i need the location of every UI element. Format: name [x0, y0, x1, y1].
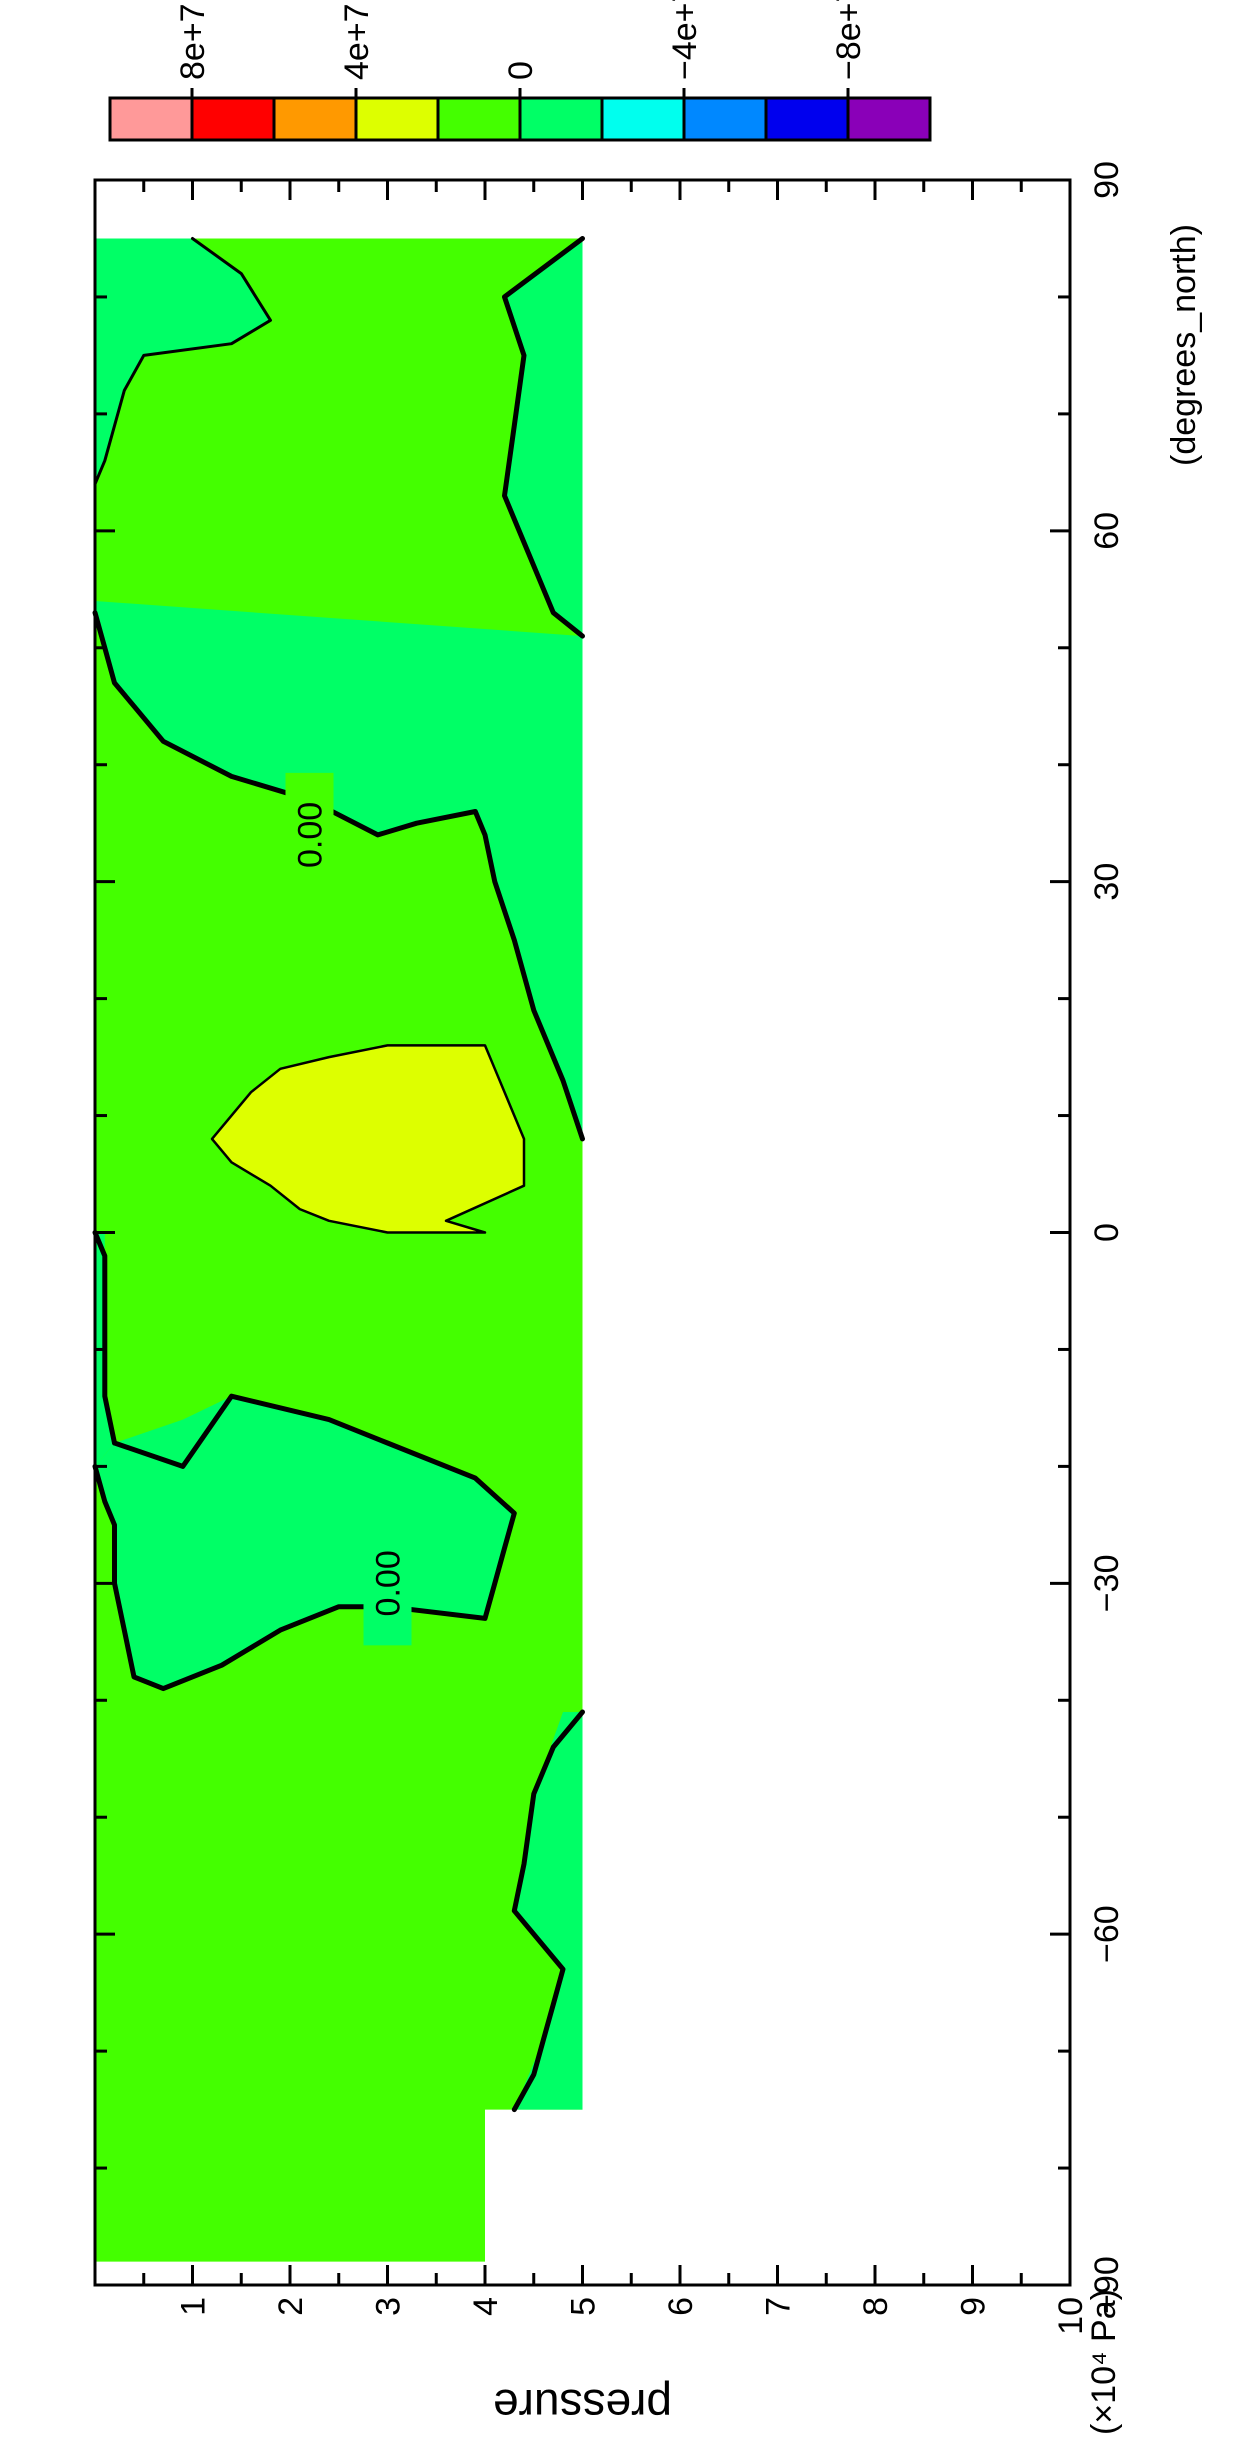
contour-label-bg-1 — [363, 1521, 412, 1646]
x-tick-label: −90 — [1088, 2256, 1126, 2314]
contour-line-0 — [511, 1709, 585, 2113]
contour-line-5 — [502, 236, 585, 639]
contour-label-3: 0.00 — [292, 802, 330, 868]
positive-region-outline — [210, 1044, 526, 1234]
colorbar-tick-label: −4e+7 — [666, 0, 704, 80]
colorbar-swatch-8 — [190, 96, 276, 142]
colorbar-tick-label: −8e+7 — [830, 0, 868, 80]
x-tick-label: −30 — [1088, 1554, 1126, 1612]
colorbar-swatch-4 — [518, 96, 604, 142]
filled-region-1 — [95, 1396, 515, 1689]
colorbar-swatch-6 — [354, 96, 440, 142]
contour-label-1: 0.00 — [370, 1550, 408, 1616]
y-axis-title: pressure — [493, 2380, 672, 2432]
data-region-fill — [95, 238, 583, 2262]
y-tick-label: 10 — [1052, 2297, 1090, 2335]
contour-line-2 — [92, 1230, 117, 1446]
x-tick-label: 90 — [1088, 161, 1126, 199]
x-tick-label: −60 — [1088, 1905, 1126, 1963]
contour-label-bg-3 — [285, 772, 334, 897]
contour-line-3 — [92, 610, 585, 1142]
x-tick-label: 0 — [1088, 1223, 1126, 1242]
contour-line-4 — [93, 237, 272, 486]
y-tick-label: 2 — [272, 2297, 310, 2316]
colorbar-tick-label: 4e+7 — [338, 3, 376, 80]
y-tick-label: 5 — [565, 2297, 603, 2316]
colorbar-swatch-7 — [272, 96, 358, 142]
colorbar-tick-label: 8e+7 — [174, 3, 212, 80]
y-tick-label: 4 — [467, 2297, 505, 2316]
colorbar-swatch-9 — [108, 96, 194, 142]
colorbar-tick-label: 0 — [502, 61, 540, 80]
colorbar-swatch-1 — [764, 96, 850, 142]
y-tick-label: 7 — [760, 2297, 798, 2316]
filled-region-3 — [95, 238, 583, 1139]
y-tick-label: 8 — [857, 2297, 895, 2316]
x-tick-label: 30 — [1088, 863, 1126, 901]
x-tick-label: 60 — [1088, 512, 1126, 550]
colorbar-swatch-5 — [436, 96, 522, 142]
colorbar-swatch-2 — [682, 96, 768, 142]
y-tick-label: 3 — [370, 2297, 408, 2316]
contour-line-1 — [92, 1393, 517, 1692]
colorbar-swatch-3 — [600, 96, 686, 142]
y-tick-label: 9 — [955, 2297, 993, 2316]
filled-region-4 — [212, 1045, 524, 1233]
y-axis-units: (×10⁴ Pa) — [1085, 2289, 1123, 2435]
x-axis-units: (degrees_north) — [1165, 224, 1203, 466]
y-tick-label: 1 — [175, 2297, 213, 2316]
colorbar-swatch-0 — [846, 96, 932, 142]
y-tick-label: 6 — [662, 2297, 700, 2316]
